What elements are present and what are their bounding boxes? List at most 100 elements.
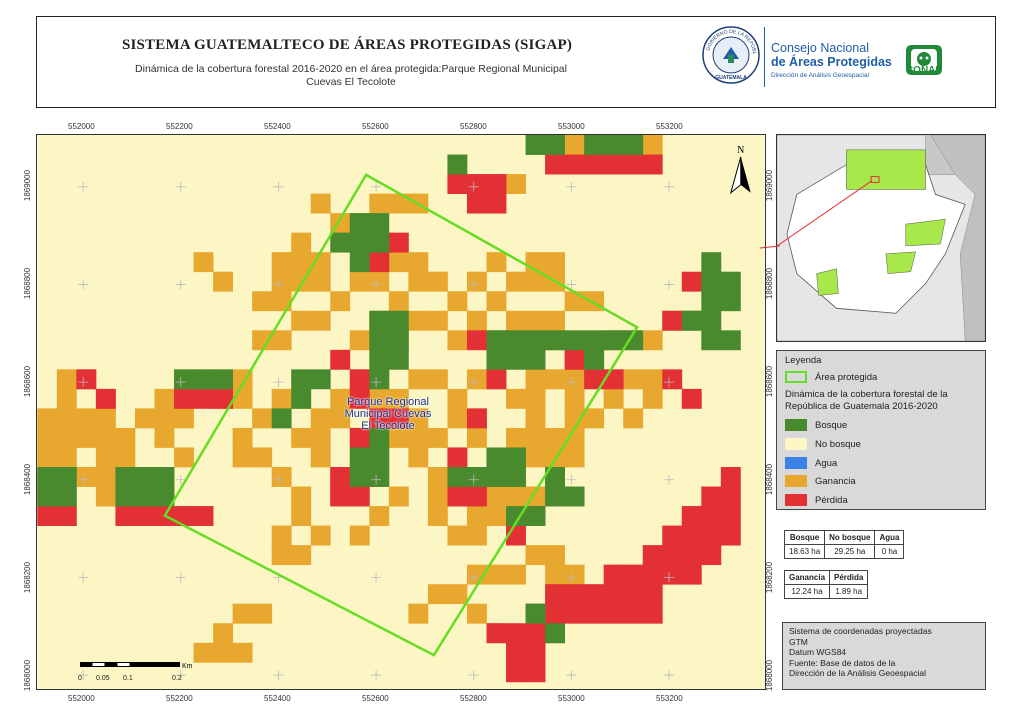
info-line: GTM: [789, 636, 808, 647]
legend-item-0: Bosque: [785, 419, 847, 431]
land-cover-cell: [447, 291, 468, 312]
land-cover-cell: [525, 506, 546, 526]
inset-location-marker: [870, 176, 880, 184]
land-cover-cell: [76, 408, 97, 429]
land-cover-cell: [271, 408, 292, 429]
land-cover-cell: [662, 564, 683, 585]
main-map[interactable]: N: [36, 134, 766, 690]
land-cover-cell: [642, 584, 663, 605]
land-cover-cell: [564, 447, 585, 468]
location-inset-map[interactable]: [776, 134, 986, 342]
land-cover-cell: [720, 525, 741, 546]
land-cover-cell: [369, 388, 390, 409]
x-tick-bottom: 553200: [656, 694, 683, 703]
land-cover-cell: [271, 271, 292, 292]
land-cover-cell: [447, 467, 468, 487]
land-cover-cell: [291, 545, 312, 566]
land-cover-cell: [427, 427, 448, 448]
land-cover-cell: [525, 349, 546, 370]
land-cover-cell: [466, 330, 487, 351]
x-tick-bottom: 552600: [362, 694, 389, 703]
grid-cross: [468, 181, 479, 192]
conap-label: CONAP: [905, 65, 943, 76]
land-cover-cell: [466, 271, 487, 292]
land-cover-cell: [720, 291, 741, 312]
land-cover-cell: [330, 232, 351, 253]
y-tick-right: 1868400: [765, 463, 775, 496]
land-cover-cell: [564, 408, 585, 429]
land-cover-cell: [564, 564, 585, 585]
conap-department: Dirección de Análisis Geoespacial: [771, 72, 869, 79]
land-cover-cell: [115, 427, 136, 448]
grid-cross: [175, 181, 186, 192]
land-cover-cell: [506, 310, 526, 331]
land-cover-cell: [525, 330, 546, 351]
stats-value-ganancia: 12.24 ha: [783, 584, 831, 599]
land-cover-cell: [447, 174, 468, 194]
land-cover-cell: [388, 232, 409, 253]
land-cover-cell: [213, 369, 234, 390]
land-cover-cell: [271, 545, 292, 566]
grid-cross: [664, 670, 675, 681]
land-cover-cell: [545, 486, 566, 507]
grid-cross: [566, 279, 577, 290]
land-cover-cell: [506, 623, 526, 644]
land-cover-cell: [681, 506, 702, 526]
land-cover-cell: [564, 330, 585, 351]
land-cover-cell: [330, 291, 351, 312]
grid-cross: [175, 377, 186, 388]
land-cover-cell: [486, 291, 507, 312]
land-cover-cell: [291, 388, 312, 409]
land-cover-cell: [701, 330, 722, 351]
land-cover-cell: [603, 135, 624, 155]
land-cover-cell: [545, 603, 566, 624]
land-cover-cell: [310, 427, 331, 448]
grid-cross: [566, 377, 577, 388]
legend-item-1: No bosque: [785, 438, 861, 450]
land-cover-cell: [349, 447, 370, 468]
grid-cross: [273, 670, 284, 681]
land-cover-cell: [701, 506, 722, 526]
land-cover-cell: [95, 447, 116, 468]
land-cover-cell: [56, 427, 77, 448]
land-cover-cell: [369, 232, 390, 253]
protected-area-boundary[interactable]: [163, 173, 639, 657]
land-cover-cell: [330, 486, 351, 507]
land-cover-cell: [486, 486, 507, 507]
conap-name-line2: de Áreas Protegidas: [771, 55, 892, 69]
subtitle-line-1: Dinámica de la cobertura forestal 2016-2…: [135, 63, 567, 75]
land-cover-cell: [642, 330, 663, 351]
land-cover-cell: [506, 564, 526, 585]
land-cover-cell: [662, 525, 683, 546]
stats-value-bosque: 18.63 ha: [783, 544, 826, 559]
land-cover-cell: [701, 271, 722, 292]
land-cover-cell: [506, 506, 526, 526]
land-cover-cell: [447, 584, 468, 605]
land-cover-cell: [642, 369, 663, 390]
land-cover-cell: [466, 174, 487, 194]
land-cover-cell: [95, 467, 116, 487]
land-cover-cell: [720, 486, 741, 507]
land-cover-cell: [720, 271, 741, 292]
y-tick-left: 1868600: [23, 365, 33, 398]
land-cover-cell: [232, 447, 253, 468]
land-cover-cell: [545, 154, 566, 175]
protected-area-label: Parque Regional Municipal Cuevas El Teco…: [328, 396, 448, 432]
land-cover-cell: [95, 388, 116, 409]
area-label-line-3: El Tecolote: [361, 420, 415, 432]
logo-divider: [764, 27, 765, 87]
land-cover-cell: [506, 642, 526, 663]
land-cover-cell: [388, 388, 409, 409]
land-cover-cell: [154, 388, 175, 409]
land-cover-cell: [642, 603, 663, 624]
scale-label-01: 0.1: [123, 675, 133, 682]
land-cover-cell: [681, 310, 702, 331]
land-cover-cell: [232, 603, 253, 624]
info-line: Datum WGS84: [789, 647, 847, 657]
land-cover-cell: [349, 232, 370, 253]
land-cover-cell: [447, 525, 468, 546]
land-cover-cell: [701, 310, 722, 331]
legend-label: Agua: [815, 457, 838, 469]
land-cover-cell: [506, 271, 526, 292]
scale-unit: Km: [182, 663, 193, 670]
